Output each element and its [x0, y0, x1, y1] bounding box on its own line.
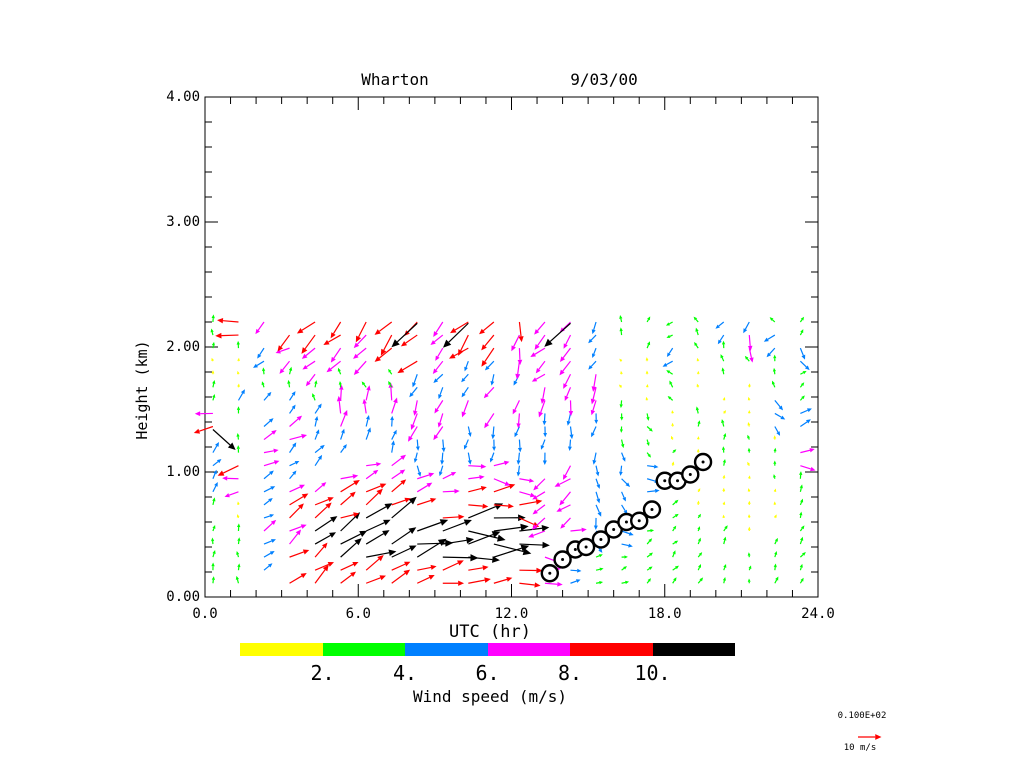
x-tick-label: 0.0 [192, 606, 218, 622]
reference-arrow-icon [858, 734, 882, 740]
colorbar-segment [570, 643, 653, 656]
reference-value-label: 0.100E+02 [837, 711, 887, 721]
x-tick-label: 12.0 [494, 606, 529, 622]
x-tick-label: 24.0 [801, 606, 835, 622]
colorbar-boundary-label: 10. [634, 661, 671, 685]
y-tick-label: 1.00 [166, 464, 200, 480]
wind-speed-colorbar [240, 643, 735, 656]
axis-ticks [204, 96, 819, 598]
colorbar-boundary-label: 4. [392, 661, 418, 685]
reference-unit-label: 10 m/s [843, 743, 877, 753]
y-axis-label: Height (km) [133, 340, 151, 440]
chart-title-site: Wharton [361, 70, 429, 89]
y-tick-label: 3.00 [166, 214, 200, 230]
y-tick-label: 4.00 [166, 89, 200, 105]
strong-wind-vectors [212, 322, 571, 450]
trajectory-markers [540, 452, 713, 583]
colorbar-segment [652, 643, 735, 656]
colorbar-boundary-label: 8. [557, 661, 583, 685]
colorbar-title: Wind speed (m/s) [412, 687, 568, 706]
y-tick-label: 0.00 [166, 589, 200, 605]
colorbar-segment [240, 643, 323, 656]
x-axis-label: UTC (hr) [449, 622, 531, 642]
colorbar-segment [405, 643, 488, 656]
colorbar-segment [322, 643, 405, 656]
y-tick-label: 2.00 [166, 339, 200, 355]
colorbar-boundary-label: 6. [475, 661, 500, 685]
chart-title-date: 9/03/00 [570, 70, 638, 89]
x-tick-label: 6.0 [345, 606, 371, 622]
x-tick-label: 18.0 [647, 606, 682, 622]
colorbar-boundary-label: 2. [310, 661, 335, 685]
wind-vectors [193, 314, 816, 588]
colorbar-segment [487, 643, 570, 656]
